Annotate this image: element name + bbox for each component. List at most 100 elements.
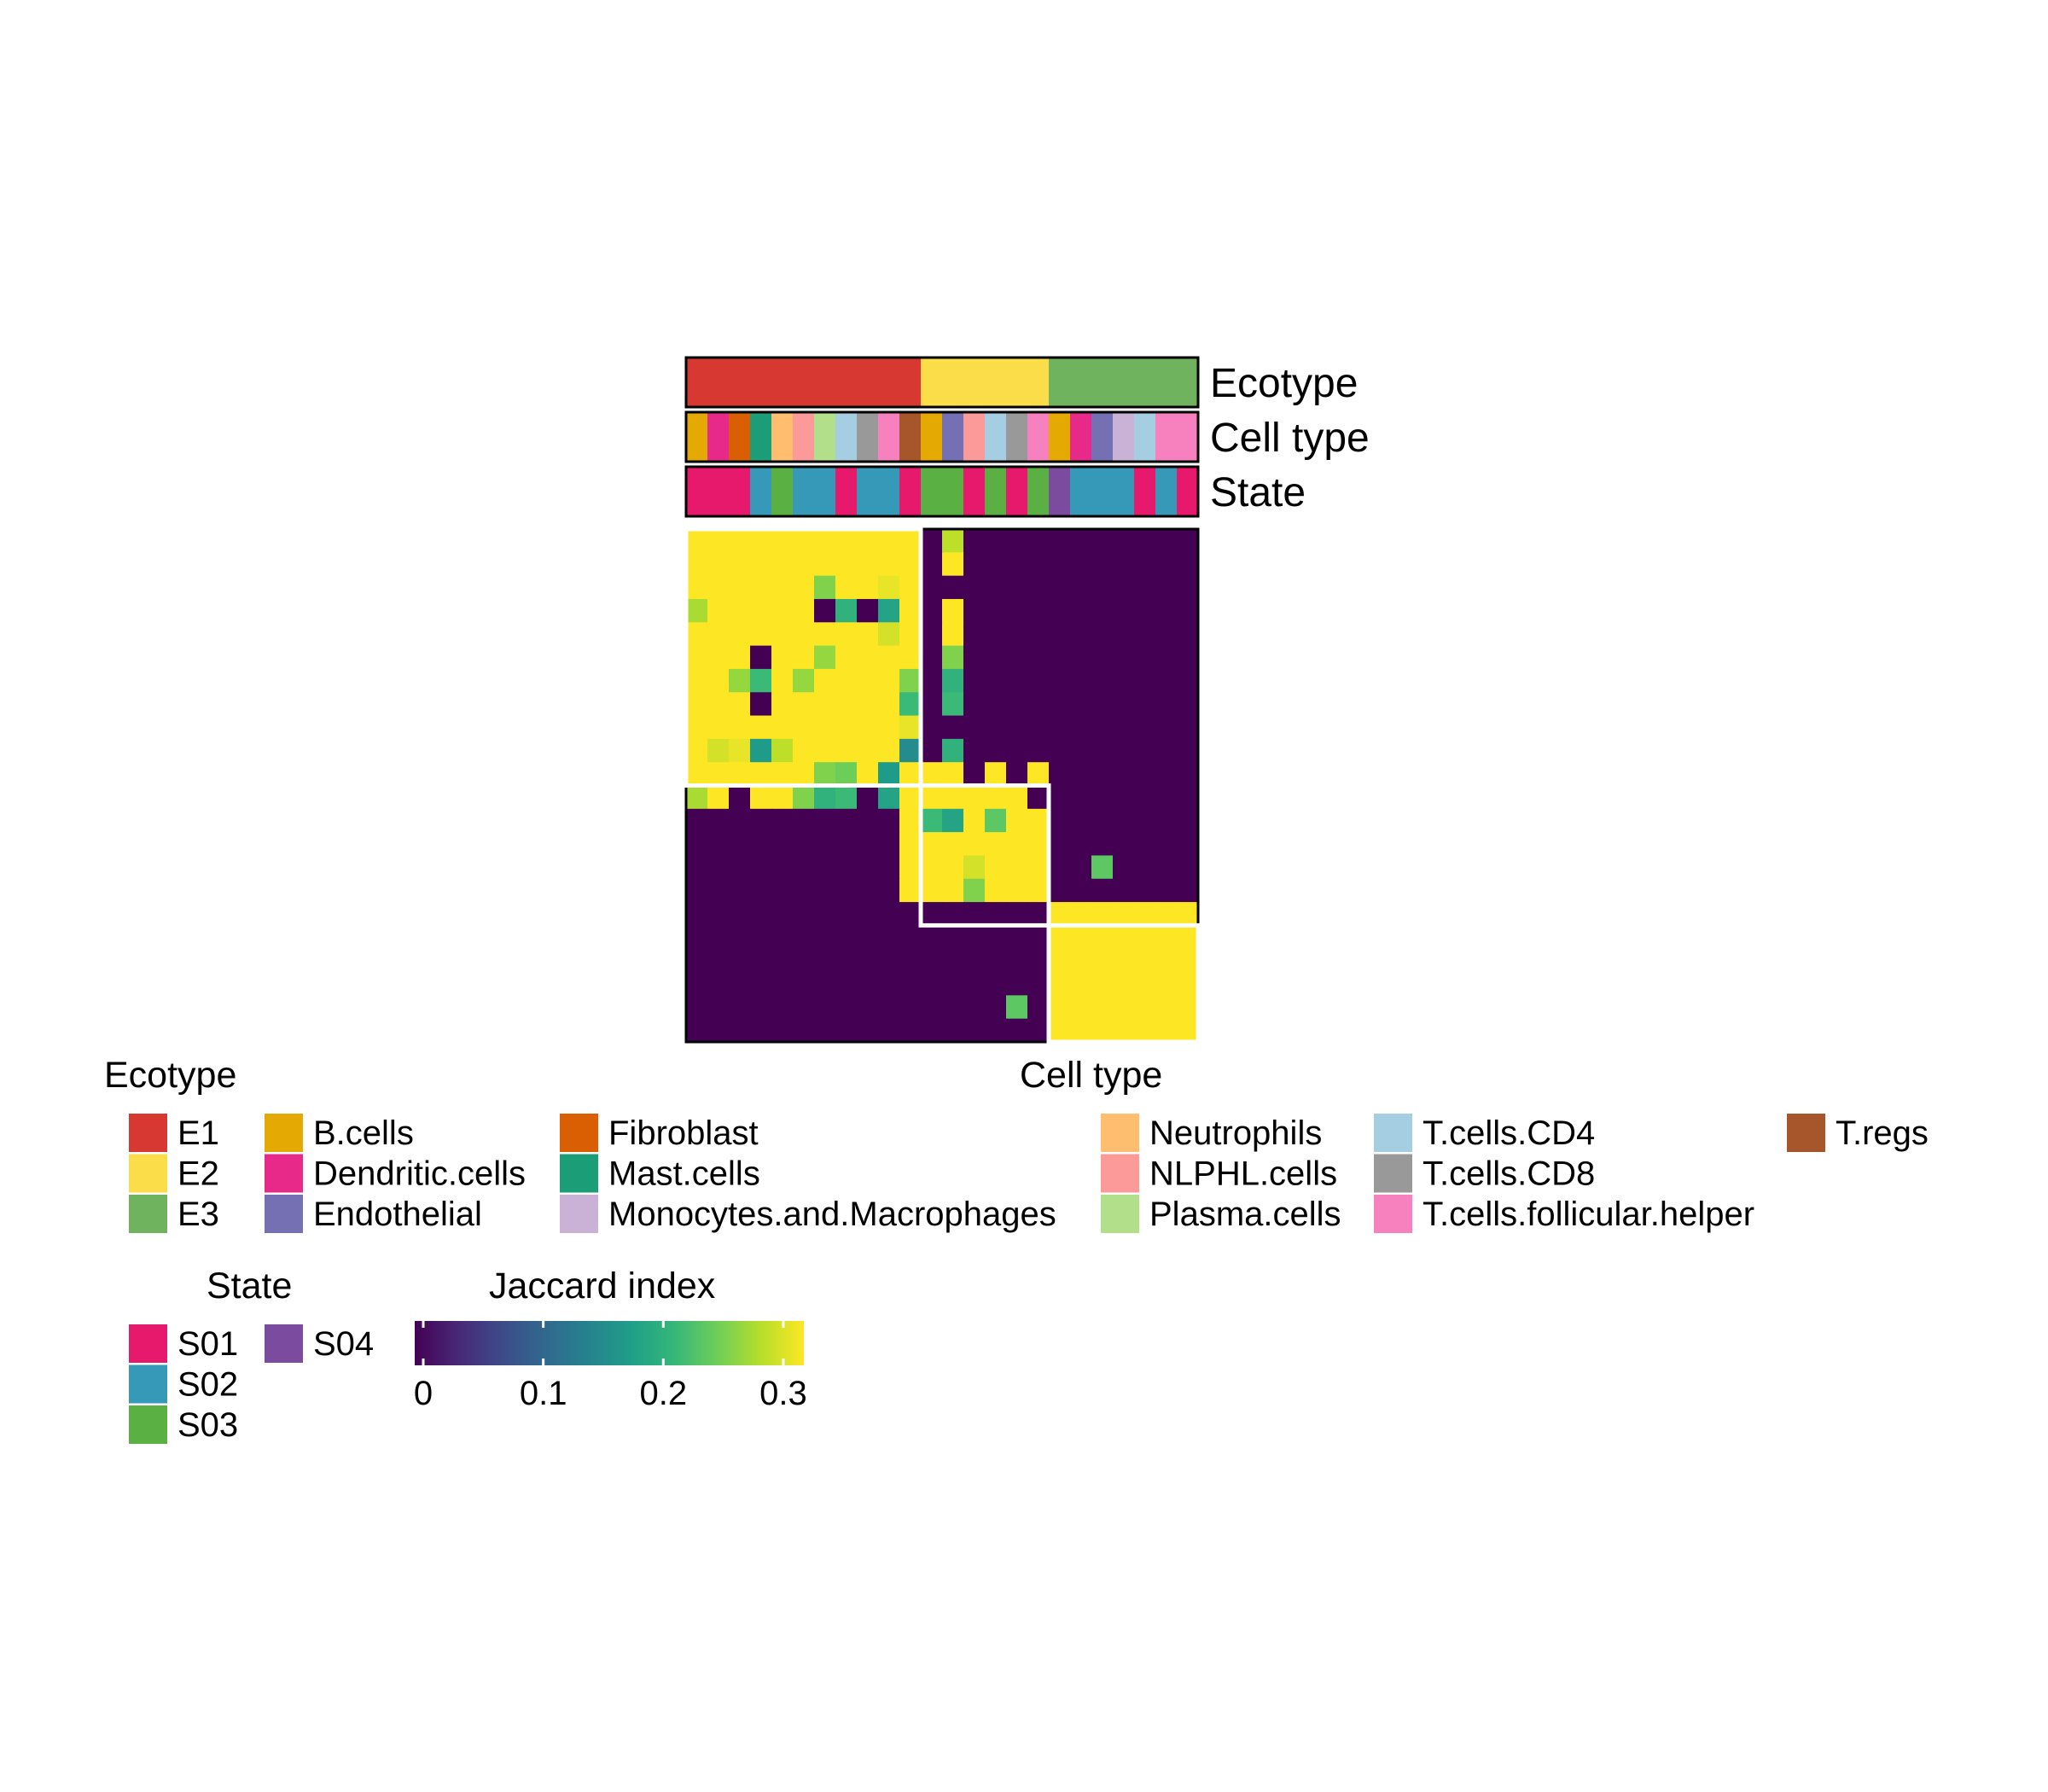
annotation-cell-state [899, 467, 922, 516]
heatmap-cell [1113, 668, 1135, 693]
heatmap-cell [921, 645, 943, 670]
heatmap-cell [707, 552, 730, 577]
heatmap-cell [899, 668, 922, 693]
annotation-cell-cell-type [771, 412, 794, 462]
heatmap-cell [1027, 878, 1050, 903]
heatmap-cell [942, 575, 964, 600]
heatmap-cell [814, 925, 836, 950]
annotation-cell-ecotype [1091, 358, 1114, 407]
heatmap-cell [771, 808, 794, 833]
heatmap-cell [1113, 692, 1135, 717]
heatmap-cell [1155, 785, 1178, 810]
heatmap-cell [793, 995, 815, 1020]
legend-label: Endothelial [313, 1196, 482, 1233]
heatmap-cell [857, 878, 879, 903]
heatmap-cell [857, 645, 879, 670]
heatmap-cell [985, 832, 1007, 857]
heatmap-cell [857, 762, 879, 787]
annotation-cell-ecotype [1155, 358, 1178, 407]
heatmap-cell [1134, 948, 1156, 973]
annotation-cell-ecotype [899, 358, 922, 407]
heatmap-cell [793, 972, 815, 996]
heatmap-cell [878, 715, 900, 740]
heatmap-cell [1113, 529, 1135, 553]
heatmap-cell [1049, 715, 1071, 740]
heatmap-cell [1006, 668, 1028, 693]
heatmap-cell [1006, 598, 1028, 623]
heatmap-cell [878, 575, 900, 600]
heatmap-cell [814, 738, 836, 763]
annotation-cell-ecotype [857, 358, 879, 407]
heatmap-cell [1027, 995, 1050, 1020]
heatmap-cell [835, 738, 858, 763]
legend-swatch [129, 1114, 167, 1152]
heatmap-cell [686, 995, 708, 1020]
heatmap-cell [1070, 995, 1092, 1020]
legend-swatch [1101, 1114, 1139, 1152]
heatmap-cell [857, 948, 879, 973]
heatmap-cell [899, 878, 922, 903]
annotation-cell-ecotype [1006, 358, 1028, 407]
heatmap-cell [921, 738, 943, 763]
heatmap-cell [1113, 738, 1135, 763]
annotation-cell-ecotype [1070, 358, 1092, 407]
heatmap-cell [750, 668, 772, 693]
heatmap-cell [1006, 552, 1028, 577]
heatmap-cell [1027, 692, 1050, 717]
heatmap-cell [793, 668, 815, 693]
heatmap-cell [1177, 598, 1199, 623]
heatmap-cell [750, 692, 772, 717]
heatmap-cell [1027, 855, 1050, 880]
heatmap-cell [793, 529, 815, 553]
heatmap-cell [1049, 1018, 1071, 1043]
heatmap-cell [1155, 832, 1178, 857]
heatmap-cell [921, 668, 943, 693]
heatmap-cell [942, 668, 964, 693]
legend-swatch [265, 1324, 303, 1363]
heatmap-cell [814, 1018, 836, 1043]
heatmap-cell [921, 785, 943, 810]
heatmap-cell [1070, 902, 1092, 927]
heatmap-cell [814, 878, 836, 903]
cluster-block-2 [918, 783, 1051, 928]
heatmap-cell [771, 972, 794, 996]
heatmap-cell [1027, 925, 1050, 950]
heatmap-cell [1155, 762, 1178, 787]
heatmap-cell [750, 575, 772, 600]
heatmap-cell [1091, 785, 1114, 810]
heatmap-cell [899, 645, 922, 670]
heatmap-cell [686, 645, 708, 670]
heatmap-cell [899, 808, 922, 833]
heatmap-cell [878, 972, 900, 996]
annotation-cell-state [686, 467, 708, 516]
heatmap-cell [793, 692, 815, 717]
annotation-cell-ecotype [1113, 358, 1135, 407]
heatmap-cell [1091, 692, 1114, 717]
legend-label: Monocytes.and.Macrophages [608, 1196, 1056, 1233]
heatmap-cell [1113, 1018, 1135, 1043]
heatmap-cell [1155, 995, 1178, 1020]
heatmap-cell [857, 902, 879, 927]
heatmap-cell [985, 622, 1007, 647]
heatmap-cell [878, 692, 900, 717]
heatmap-cell [1006, 925, 1028, 950]
annotation-cell-state [857, 467, 879, 516]
heatmap-cell [921, 832, 943, 857]
heatmap-cell [835, 855, 858, 880]
heatmap-cell [1113, 598, 1135, 623]
heatmap-cell [1027, 622, 1050, 647]
heatmap-cell [793, 598, 815, 623]
heatmap-cell [921, 552, 943, 577]
annotation-cell-ecotype [921, 358, 943, 407]
heatmap-cell [750, 529, 772, 553]
heatmap-cell [1134, 785, 1156, 810]
heatmap-cell [771, 715, 794, 740]
heatmap-cell [1113, 715, 1135, 740]
legend-swatch [1101, 1195, 1139, 1233]
heatmap-cell [921, 762, 943, 787]
heatmap-cell [1134, 645, 1156, 670]
heatmap-cell [1134, 1018, 1156, 1043]
legend-swatch [1101, 1154, 1139, 1193]
heatmap-cell [899, 995, 922, 1020]
annotation-cell-state [921, 467, 943, 516]
